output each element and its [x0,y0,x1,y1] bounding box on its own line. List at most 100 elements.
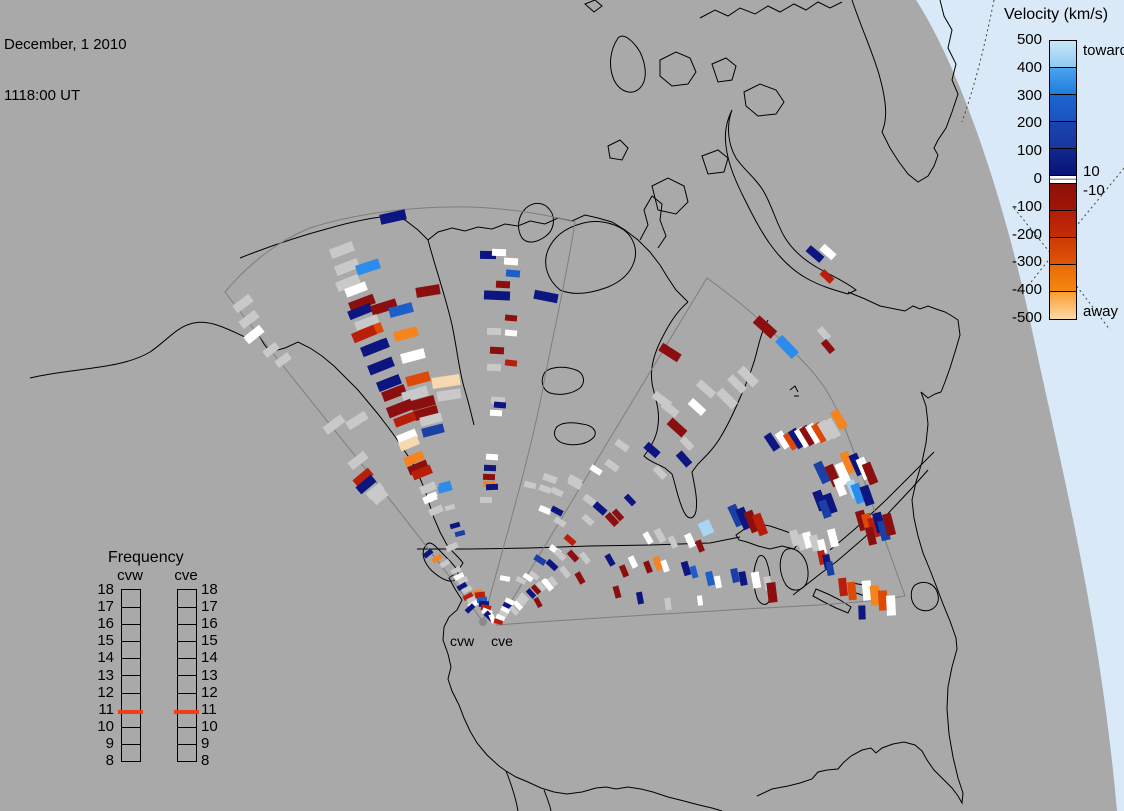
freq-tick-label: 8 [201,752,210,769]
velocity-color-segment [1050,95,1076,122]
velocity-tick-label: -300 [1011,253,1042,271]
freq-bar-cell [178,726,196,744]
freq-radar-label-cvw: cvw [117,567,143,584]
coast-ellesmere [699,1,843,19]
velocity-zero-band [1050,176,1076,184]
velocity-cell [858,604,866,620]
velocity-tick-label: 200 [1016,114,1042,132]
velocity-cell [504,329,518,337]
freq-current-marker-cvw [118,710,143,715]
velocity-cell [485,453,499,461]
velocity-color-segment [1050,122,1076,149]
velocity-tick-label: 300 [1016,86,1042,104]
lake-erie [812,588,852,614]
date-label: December, 1 2010 [4,36,127,53]
border-us-canada [417,536,741,550]
freq-bar-cell [178,743,196,761]
lake-huron [779,548,809,591]
lake-great-slave [553,422,596,446]
velocity-cell [486,363,502,371]
velocity-color-segment [1050,265,1076,292]
frequency-legend-title: Frequency [108,549,184,566]
velocity-cell [499,574,511,582]
graticule-line [961,0,995,123]
velocity-tick-label: -200 [1011,225,1042,243]
freq-tick-label: 15 [97,632,114,650]
freq-bar-cell [122,641,140,658]
freq-tick-label: 16 [201,615,218,633]
velocity-cell [504,314,518,322]
velocity-tick-label: 500 [1016,31,1042,48]
freq-bar-cell [122,726,140,744]
freq-tick-label: 18 [97,581,114,598]
lake-great-bear [541,366,584,395]
timestamp-block: December, 1 2010 1118:00 UT [4,2,127,138]
freq-tick-label: 8 [105,752,114,769]
velocity-cell [504,359,518,367]
velocity-color-segment [1050,68,1076,95]
pos-threshold-label: 10 [1083,163,1100,180]
freq-current-marker-cve [174,710,199,715]
velocity-cell [491,248,507,256]
freq-bar-cell [178,692,196,710]
freq-bar-cve [177,589,197,762]
velocity-color-segment [1050,292,1076,319]
arctic-archipelago [584,0,785,215]
freq-bar-cell [178,624,196,641]
freq-bar-cell [122,692,140,710]
coast-greenland [851,0,959,183]
freq-tick-label: 13 [201,666,218,684]
freq-tick-label: 12 [97,683,114,701]
freq-tick-label: 17 [201,598,218,616]
freq-tick-label: 14 [201,649,218,667]
freq-tick-label: 11 [98,700,114,718]
radar-fan-outlines [224,206,906,626]
freq-tick-label: 14 [97,649,114,667]
velocity-color-segment [1050,184,1076,211]
coast-gulf-florida-atlantic [756,391,964,805]
velocity-tick-label: -500 [1011,309,1042,326]
velocity-tick-label: -100 [1011,197,1042,215]
velocity-colorbar [1049,40,1077,320]
velocity-cell [483,464,497,472]
freq-bar-cell [178,675,196,692]
neg-threshold-label: -10 [1083,182,1105,199]
radar-label-cvw: cvw [449,633,475,649]
peninsula-boothia [639,195,667,249]
island-banks [518,202,554,243]
freq-tick-label: 18 [201,581,218,598]
freq-tick-label: 11 [201,700,217,718]
island-small-quebec [789,385,799,397]
island-victoria [545,221,637,294]
velocity-cell [482,473,496,481]
velocity-tick-label: 0 [1033,170,1042,187]
velocity-tick-label: 400 [1016,58,1042,76]
away-label: away [1083,303,1119,320]
velocity-tick-label: -400 [1011,281,1042,299]
freq-bar-cell [178,607,196,624]
coast-nova-scotia [910,581,939,612]
freq-tick-label: 9 [105,734,114,752]
freq-tick-label: 10 [97,717,114,735]
freq-tick-label: 15 [201,632,218,650]
velocity-cell [483,289,511,301]
radar-label-cve: cve [491,633,513,649]
coast-st-lawrence [792,451,935,596]
freq-bar-cell [122,590,140,607]
coast-arctic-mainland [239,214,689,303]
velocity-cell [885,594,897,616]
velocity-cell [847,581,857,601]
freq-bar-cell [122,607,140,624]
freq-tick-label: 10 [201,717,218,735]
island-baffin [724,109,857,295]
freq-bar-cell [122,658,140,675]
velocity-cell [505,268,521,278]
freq-radar-label-cve: cve [174,567,198,584]
freq-tick-label: 13 [97,666,114,684]
velocity-tick-label: 100 [1016,142,1042,160]
freq-bar-cell [178,658,196,675]
freq-bar-cell [122,624,140,641]
velocity-cell [485,483,499,491]
